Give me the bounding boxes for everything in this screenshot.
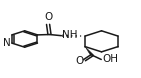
Text: NH: NH [62, 30, 78, 40]
Text: O: O [75, 56, 83, 66]
Text: O: O [44, 12, 52, 22]
Text: OH: OH [102, 54, 118, 65]
Polygon shape [85, 47, 93, 56]
Text: N: N [3, 38, 11, 48]
